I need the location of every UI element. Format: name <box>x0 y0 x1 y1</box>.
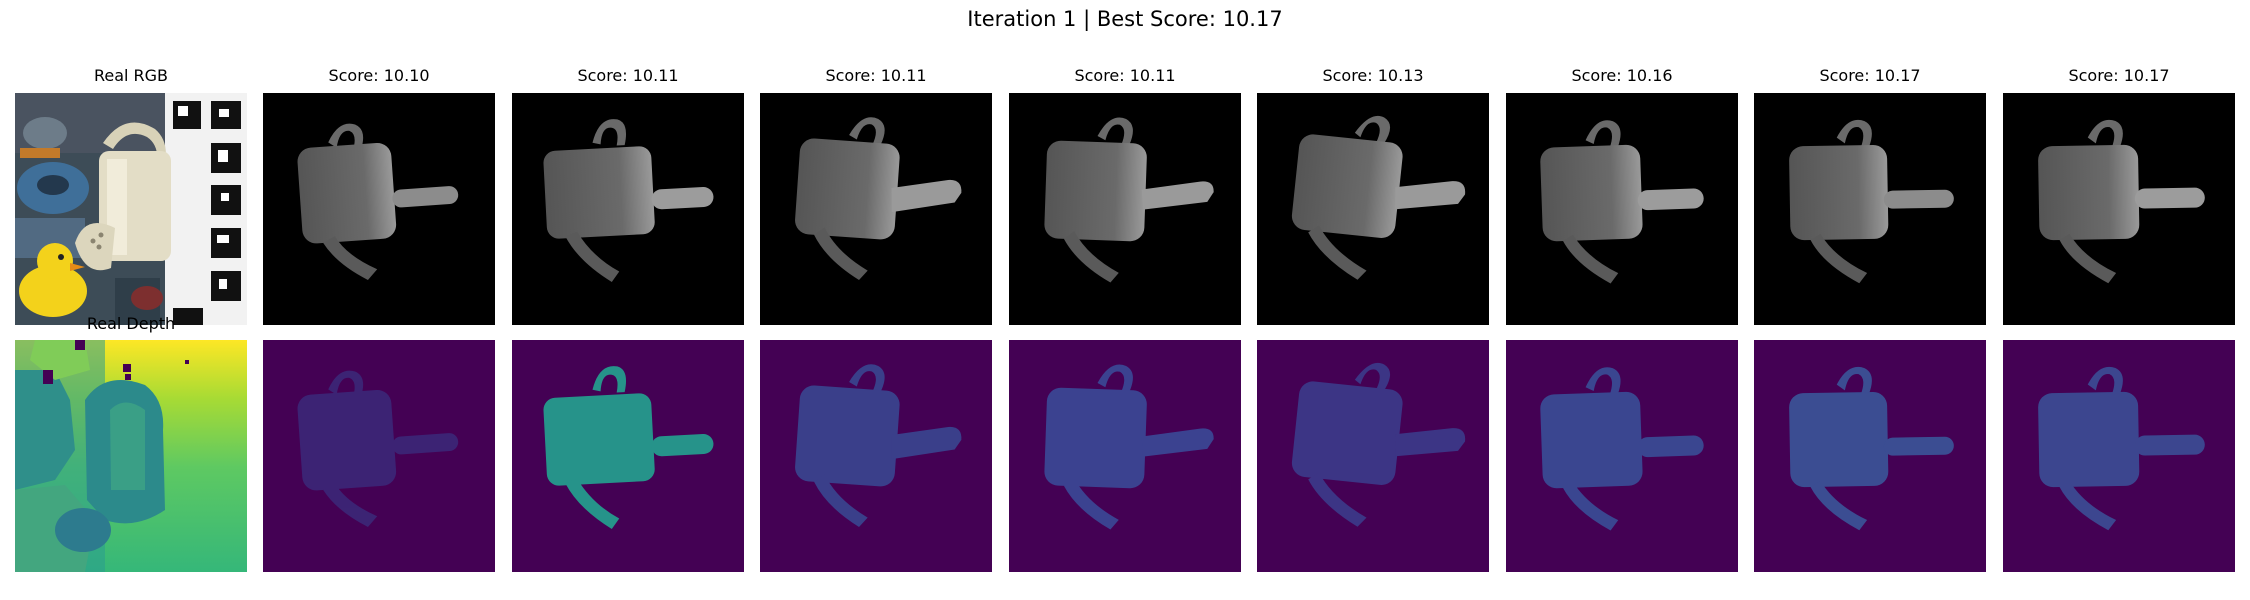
render-depth-8 <box>2003 340 2235 572</box>
render-depth-4 <box>1009 340 1241 572</box>
title-score-3: Score: 10.11 <box>825 66 927 85</box>
render-image-8 <box>2003 93 2235 325</box>
render-depth-5 <box>1257 340 1489 572</box>
title-score-1: Score: 10.10 <box>328 66 430 85</box>
render-depth-2 <box>512 340 744 572</box>
render-depth-1 <box>263 340 495 572</box>
render-depth-3 <box>760 340 992 572</box>
title-real-rgb: Real RGB <box>93 66 169 85</box>
real-rgb-image <box>15 93 247 325</box>
title-score-5: Score: 10.13 <box>1322 66 1424 85</box>
title-score-8: Score: 10.17 <box>2068 66 2170 85</box>
render-image-5 <box>1257 93 1489 325</box>
render-depth-6 <box>1506 340 1738 572</box>
render-image-7 <box>1754 93 1986 325</box>
title-score-4: Score: 10.11 <box>1074 66 1176 85</box>
title-real-depth: Real Depth <box>86 314 176 333</box>
render-image-4 <box>1009 93 1241 325</box>
render-image-1 <box>263 93 495 325</box>
title-score-2: Score: 10.11 <box>577 66 679 85</box>
title-score-7: Score: 10.17 <box>1819 66 1921 85</box>
render-image-3 <box>760 93 992 325</box>
real-depth-image <box>15 340 247 572</box>
render-image-6 <box>1506 93 1738 325</box>
render-image-2 <box>512 93 744 325</box>
render-depth-7 <box>1754 340 1986 572</box>
title-score-6: Score: 10.16 <box>1571 66 1673 85</box>
figure-title: Iteration 1 | Best Score: 10.17 <box>967 7 1283 31</box>
